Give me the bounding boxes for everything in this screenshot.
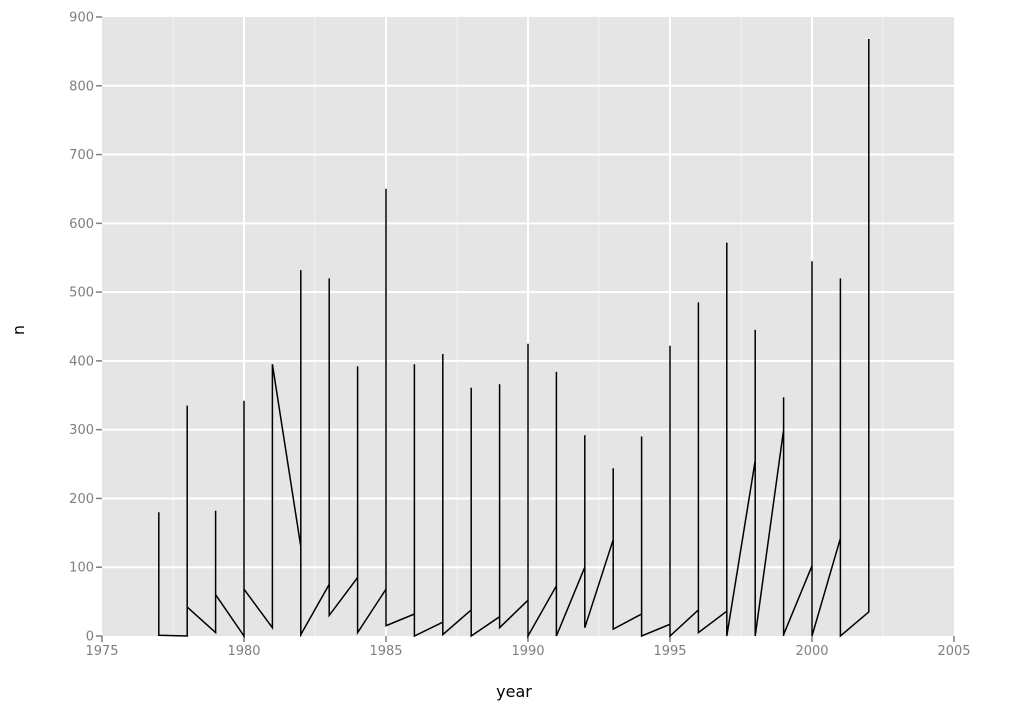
x-tick-label: 2000 [795, 644, 828, 659]
y-tick-label: 200 [69, 492, 94, 507]
y-tick-label: 0 [86, 630, 94, 645]
y-axis-title: n [9, 325, 28, 335]
x-tick-label: 2005 [937, 644, 970, 659]
y-tick-label: 900 [69, 11, 94, 26]
series-line [158, 39, 870, 639]
y-tick-label: 700 [69, 148, 94, 163]
x-tick-label: 1980 [227, 644, 260, 659]
y-tick-label: 100 [69, 561, 94, 576]
y-axis: 0 100 200 300 400 500 600 700 800 900 [69, 11, 102, 645]
x-tick-label: 1995 [653, 644, 686, 659]
y-tick-label: 600 [69, 217, 94, 232]
minor-gridlines [172, 17, 884, 636]
y-tick-label: 500 [69, 286, 94, 301]
x-tick-label: 1975 [85, 644, 118, 659]
y-tick-label: 800 [69, 79, 94, 94]
y-tick-label: 400 [69, 354, 94, 369]
x-axis: 1975 1980 1985 1990 1995 2000 2005 [85, 636, 971, 659]
x-tick-label: 1985 [369, 644, 402, 659]
x-axis-title: year [496, 682, 532, 701]
y-tick-label: 300 [69, 423, 94, 438]
x-tick-label: 1990 [511, 644, 544, 659]
